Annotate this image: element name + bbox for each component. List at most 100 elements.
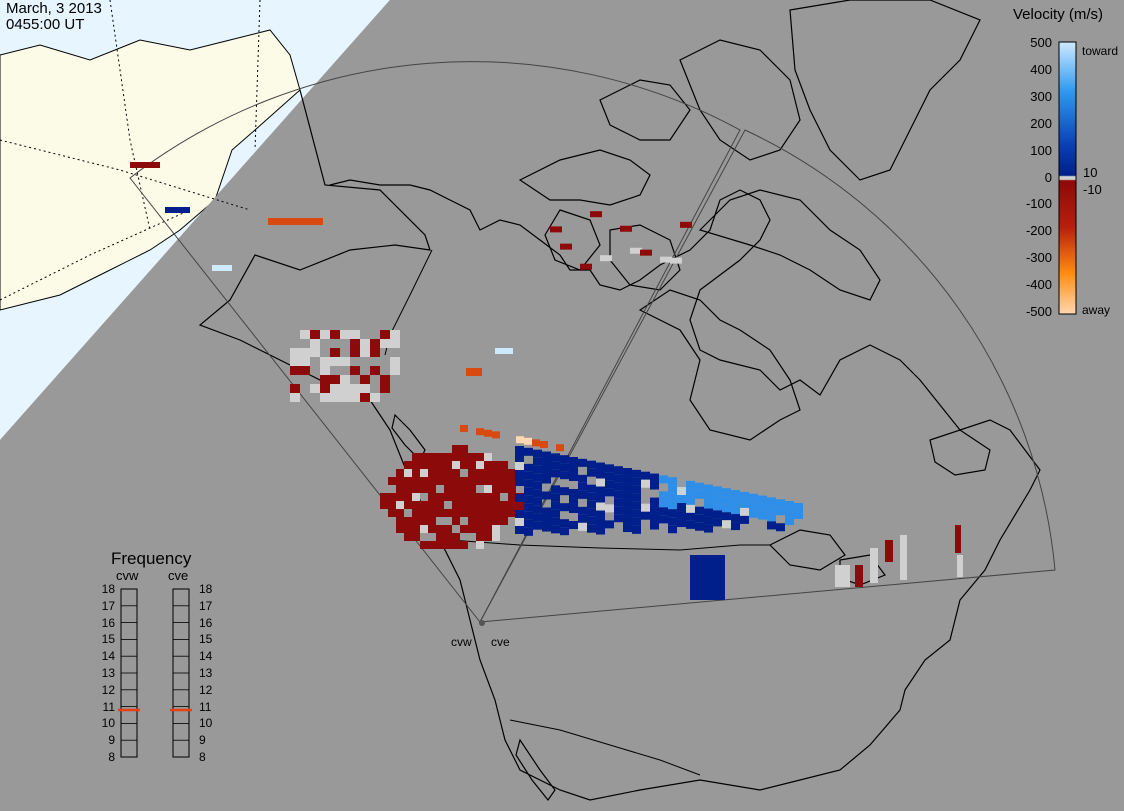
echo-cell bbox=[404, 477, 412, 485]
echo-cell bbox=[855, 565, 863, 587]
echo-cell bbox=[500, 485, 508, 493]
echo-cell bbox=[484, 509, 492, 517]
echo-cell bbox=[452, 533, 460, 541]
echo-cell bbox=[767, 497, 776, 506]
echo-cell bbox=[587, 484, 596, 493]
echo-cell bbox=[420, 517, 428, 525]
velocity-colorbar bbox=[1058, 41, 1077, 315]
echo-cell bbox=[677, 487, 686, 496]
echo-cell bbox=[524, 519, 533, 528]
echo-cell bbox=[668, 485, 677, 494]
echo-cell bbox=[420, 461, 428, 469]
echo-cell bbox=[515, 518, 524, 526]
echo-cell bbox=[551, 469, 560, 478]
echo-cell bbox=[500, 517, 508, 525]
frequency-tick-label: 9 bbox=[199, 733, 206, 748]
echo-cell bbox=[404, 493, 412, 501]
echo-cell bbox=[587, 524, 596, 533]
echo-cell bbox=[686, 488, 695, 497]
echo-cell bbox=[500, 469, 508, 477]
echo-cell bbox=[569, 497, 578, 506]
echo-cell bbox=[390, 366, 400, 375]
echo-cell bbox=[623, 508, 632, 517]
echo-cell bbox=[560, 503, 569, 512]
echo-cell bbox=[695, 522, 704, 531]
echo-cell bbox=[476, 469, 484, 477]
echo-cell bbox=[508, 469, 516, 477]
echo-cell bbox=[330, 357, 340, 366]
echo-cell bbox=[484, 429, 492, 437]
cve-fov bbox=[479, 129, 1056, 623]
echo-cell bbox=[532, 439, 540, 447]
echo-cell bbox=[412, 533, 420, 541]
echo-cell bbox=[300, 357, 310, 366]
echo-cell bbox=[758, 503, 767, 512]
echo-cell bbox=[404, 469, 412, 477]
echo-cell bbox=[632, 485, 641, 494]
echo-cell bbox=[420, 469, 428, 477]
echo-cell bbox=[623, 484, 632, 493]
echo-cell bbox=[468, 493, 476, 501]
echo-cell bbox=[428, 541, 436, 549]
echo-cell bbox=[614, 482, 623, 491]
echo-cell bbox=[436, 477, 444, 485]
echo-cell bbox=[412, 493, 420, 501]
echo-cell bbox=[641, 511, 650, 520]
echo-cell bbox=[614, 498, 623, 507]
echo-cell bbox=[492, 533, 500, 541]
echo-cell bbox=[704, 484, 713, 493]
echo-cell bbox=[516, 501, 524, 509]
echo-cell bbox=[492, 509, 500, 517]
echo-cell bbox=[404, 461, 412, 469]
frequency-tick-label: 11 bbox=[102, 699, 115, 714]
echo-cell bbox=[524, 463, 533, 472]
echo-cell bbox=[596, 486, 605, 495]
echo-cell bbox=[731, 522, 740, 531]
echo-cell bbox=[623, 500, 632, 509]
echo-cell bbox=[515, 454, 524, 462]
echo-cell bbox=[605, 504, 614, 513]
echo-cell bbox=[360, 348, 370, 357]
echo-cell bbox=[340, 357, 350, 366]
echo-cell bbox=[428, 493, 436, 501]
echo-cell bbox=[460, 445, 468, 453]
echo-cell bbox=[767, 521, 776, 530]
echo-cell bbox=[578, 490, 587, 499]
echo-cell bbox=[587, 492, 596, 501]
echo-cell bbox=[640, 249, 652, 256]
echo-cell bbox=[460, 541, 468, 549]
echo-cell bbox=[695, 514, 704, 523]
echo-cell bbox=[444, 469, 452, 477]
echo-cell bbox=[668, 525, 677, 534]
echo-cell bbox=[360, 339, 370, 348]
velocity-tick-label: 500 bbox=[1030, 35, 1052, 50]
echo-cell bbox=[560, 463, 569, 472]
echo-cell bbox=[500, 501, 508, 509]
echo-cell bbox=[533, 489, 542, 498]
echo-cell bbox=[492, 461, 500, 469]
echo-cell bbox=[420, 453, 428, 461]
echo-cell bbox=[476, 501, 484, 509]
velocity-tick-label: 400 bbox=[1030, 61, 1052, 77]
echo-cell bbox=[623, 492, 632, 501]
echo-cell bbox=[290, 357, 300, 366]
echo-cell bbox=[396, 509, 404, 517]
echo-cell bbox=[578, 458, 587, 467]
echo-cell bbox=[444, 493, 452, 501]
echo-cell bbox=[492, 493, 500, 501]
echo-cell bbox=[749, 509, 758, 518]
echo-cell bbox=[542, 451, 551, 460]
echo-cell bbox=[420, 485, 428, 493]
echo-cell bbox=[632, 469, 641, 478]
echo-cell bbox=[677, 519, 686, 528]
echo-cell bbox=[290, 348, 300, 357]
echo-cell bbox=[428, 477, 436, 485]
echo-cell bbox=[350, 330, 360, 339]
echo-cell bbox=[659, 507, 668, 516]
frequency-tick-label: 15 bbox=[199, 632, 213, 647]
echo-cell bbox=[551, 493, 560, 502]
echo-cell bbox=[330, 384, 340, 393]
echo-cell bbox=[668, 517, 677, 526]
gulf-of-california bbox=[515, 738, 556, 802]
echo-cell bbox=[749, 501, 758, 510]
